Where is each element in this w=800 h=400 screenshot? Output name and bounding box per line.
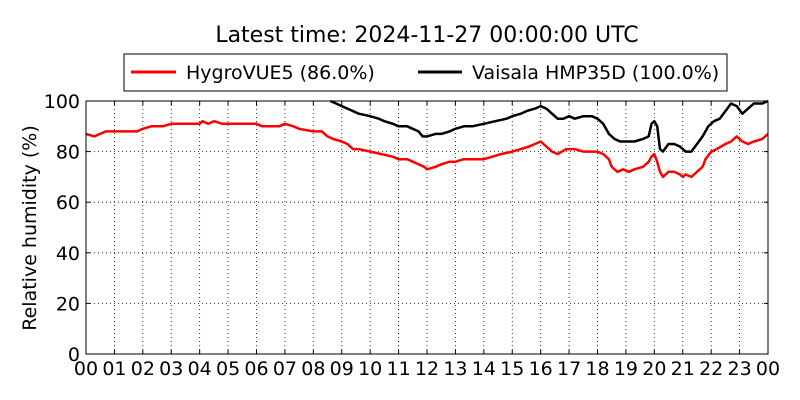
x-tick-label: 00: [756, 358, 780, 380]
y-tick-label: 80: [56, 142, 80, 164]
x-tick-label: 18: [585, 358, 609, 380]
x-tick-label: 14: [472, 358, 496, 380]
legend-label-vaisala: Vaisala HMP35D (100.0%): [472, 62, 719, 84]
x-tick-label: 08: [301, 358, 325, 380]
x-tick-label: 00: [74, 358, 98, 380]
x-tick-label: 09: [330, 358, 354, 380]
y-axis-label: Relative humidity (%): [19, 125, 41, 330]
y-tick-label: 40: [56, 243, 80, 265]
plot-frame: [85, 100, 769, 355]
y-tick-label: 60: [56, 192, 80, 214]
x-tick-label: 15: [500, 358, 524, 380]
plot-background: [86, 101, 768, 354]
x-tick-label: 19: [614, 358, 638, 380]
x-tick-label: 20: [642, 358, 666, 380]
x-tick-label: 17: [557, 358, 581, 380]
x-tick-label: 10: [358, 358, 382, 380]
x-tick-label: 21: [671, 358, 695, 380]
x-tick-label: 02: [131, 358, 155, 380]
x-tick-label: 23: [727, 358, 751, 380]
x-tick-label: 11: [386, 358, 410, 380]
x-tick-label: 16: [529, 358, 553, 380]
series-line-hygrovue5: [86, 119, 768, 179]
chart-title: Latest time: 2024-11-27 00:00:00 UTC: [215, 23, 638, 48]
x-tick-label: 22: [699, 358, 723, 380]
legend-label-hygrovue5: HygroVUE5 (86.0%): [186, 62, 375, 84]
x-tick-label: 01: [102, 358, 126, 380]
y-tick-label: 20: [56, 293, 80, 315]
x-tick-label: 13: [443, 358, 467, 380]
x-tick-label: 03: [159, 358, 183, 380]
x-tick-label: 12: [415, 358, 439, 380]
x-tick-label: 07: [273, 358, 297, 380]
legend: HygroVUE5 (86.0%) Vaisala HMP35D (100.0%…: [123, 53, 728, 92]
x-tick-label: 04: [188, 358, 212, 380]
plot-area: 00 01 02 03 04 05 06 07 08 09 10 11 12 13 14 15 16 17 18 19…: [44, 91, 780, 380]
series-line-vaisala: [329, 100, 768, 153]
y-tick-label: 0: [68, 344, 80, 366]
y-tick-label: 100: [44, 91, 80, 113]
x-tick-label: 05: [216, 358, 240, 380]
x-tick-label: 06: [244, 358, 268, 380]
